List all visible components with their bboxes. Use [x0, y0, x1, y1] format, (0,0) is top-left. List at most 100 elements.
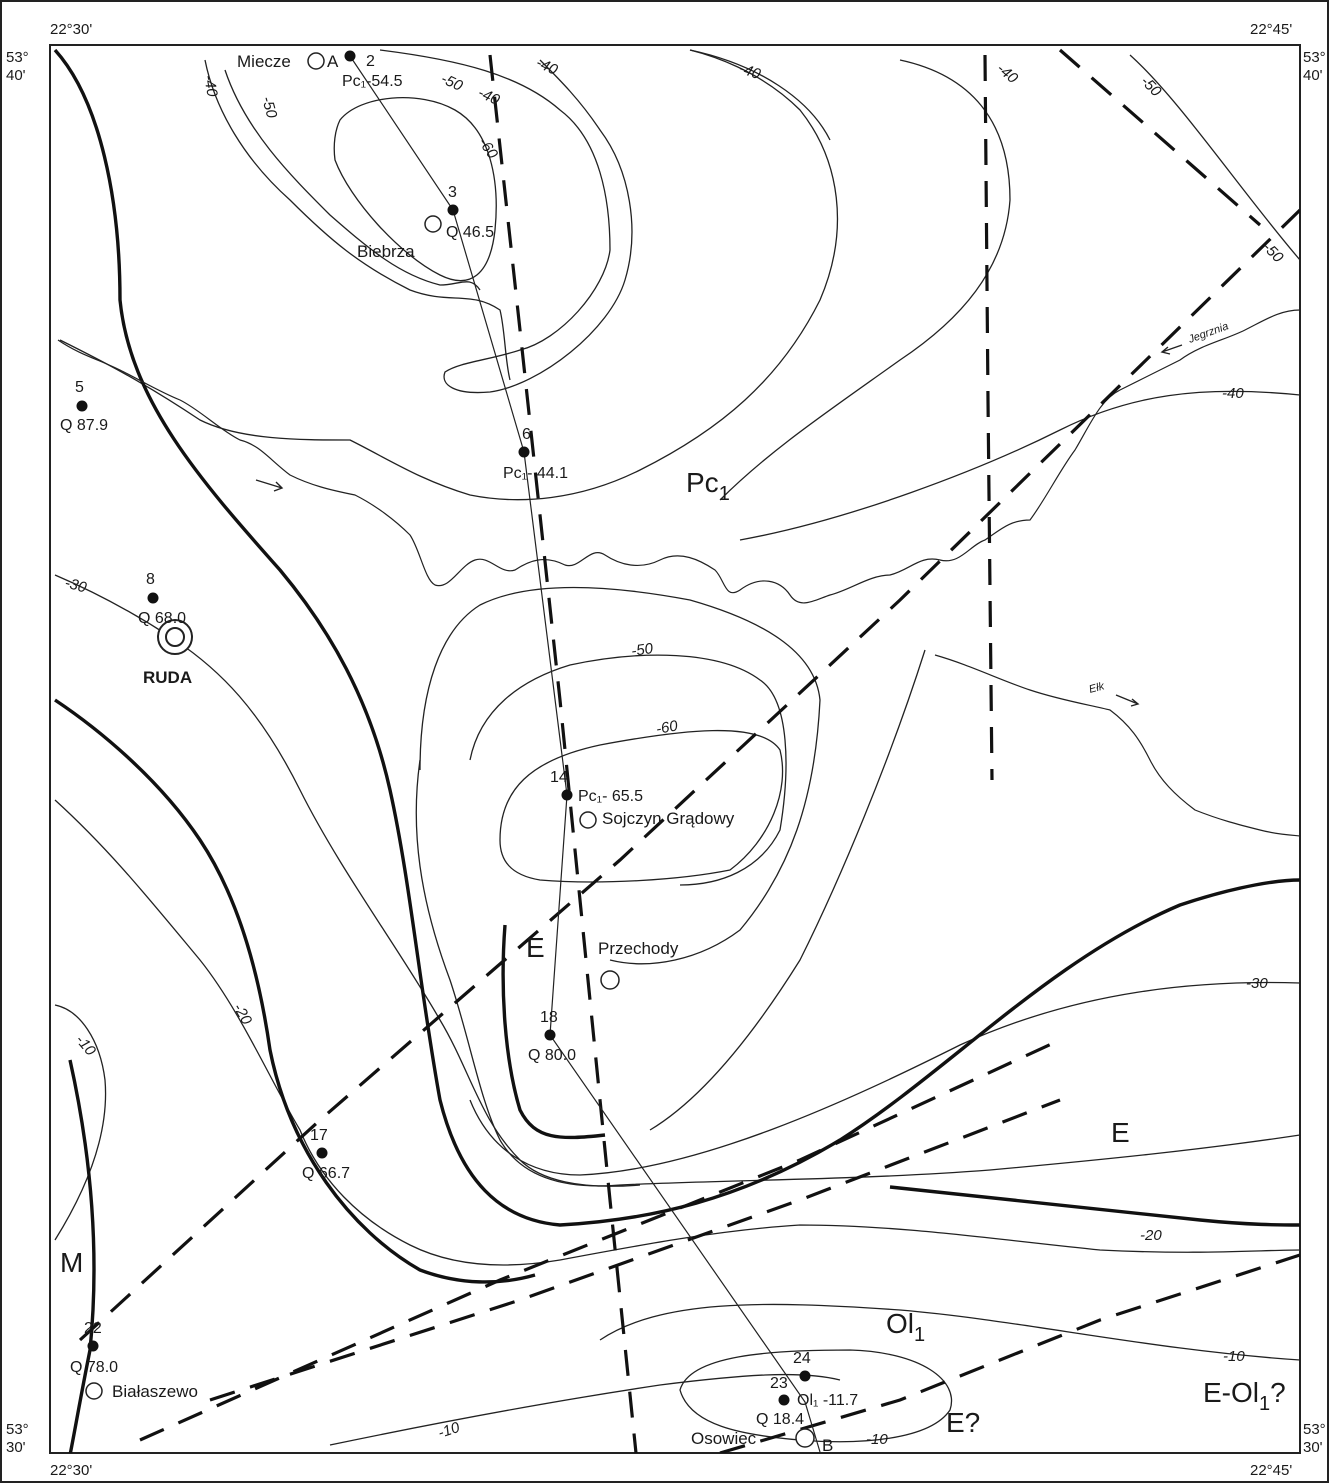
boundary-northwest: [53, 48, 1300, 1227]
unit-label-e-ol1-sub: 1: [1259, 1393, 1270, 1415]
fault-north-south-center: [488, 54, 638, 1453]
unit-label-pc1-sub: 1: [719, 483, 730, 505]
contour-label-20-east: -20: [1140, 1227, 1162, 1244]
borehole-17-number: 17: [310, 1127, 328, 1144]
fault-sw-2: [209, 1098, 1061, 1402]
contour-label-10-east: -10: [1223, 1348, 1245, 1365]
borehole-17-value: Q 66.7: [302, 1165, 350, 1182]
contour-label-50-ne2: -50: [1259, 239, 1287, 267]
thick-boundaries: [53, 48, 1300, 1453]
borehole-8-number: 8: [146, 571, 155, 588]
borehole-3-value: Q 46.5: [446, 224, 494, 241]
lat-label-bottom-right-deg: 53°: [1303, 1421, 1326, 1438]
contour-east-40: [739, 390, 1300, 541]
rivers: [57, 309, 1300, 837]
borehole-8-value: Q 68.0: [138, 610, 186, 627]
borehole-dot-2: [344, 50, 356, 62]
contour-label-30-west: -30: [63, 574, 89, 596]
fault-north-south-east: [983, 54, 994, 781]
contour-north-outer: [379, 49, 633, 394]
contour-north-40b: [689, 49, 831, 141]
contour-40-northwest: [204, 59, 511, 381]
lon-label-top-left: 22°30': [50, 21, 92, 38]
river-arrow-elk: [1115, 694, 1140, 707]
contour-osowiec-loop: [679, 1349, 953, 1443]
borehole-18-number: 18: [540, 1009, 558, 1026]
borehole-2-value: Pc₁-54.5: [342, 73, 403, 90]
place-biebrza: Biebrza: [357, 242, 415, 261]
contour-label-10-s: -10: [866, 1431, 888, 1448]
settlement-miecze-marker: [307, 52, 325, 70]
contour-northeast: [719, 59, 1011, 501]
unit-label-e-mid: E: [526, 932, 545, 963]
place-miecze: Miecze: [237, 52, 291, 71]
lat-label-top-right-min: 40': [1303, 67, 1323, 84]
borehole-5-number: 5: [75, 379, 84, 396]
borehole-dot-5: [76, 400, 88, 412]
borehole-dot-22: [87, 1340, 99, 1352]
contour-label-40-top: -40: [475, 84, 502, 109]
contour-mid-50-outer: [419, 586, 821, 965]
contour-mid-big: [415, 759, 1300, 1187]
river-elk: [934, 654, 1300, 837]
unit-label-e-east: E: [1111, 1117, 1130, 1148]
contour-label-50-top: -50: [438, 70, 465, 95]
borehole-24-value: Ol₁ -11.7: [797, 1392, 858, 1409]
borehole-22-value: Q 78.0: [70, 1359, 118, 1376]
boundary-east-20: [889, 1185, 1300, 1227]
contour-mid-50: [469, 654, 787, 886]
unit-label-e-question: E?: [946, 1407, 980, 1438]
unit-label-ol1: Ol1: [886, 1308, 925, 1346]
contour-label-20-west: -20: [230, 1001, 256, 1029]
town-ruda-marker-inner: [165, 627, 185, 647]
contour-60-loop: [333, 97, 497, 282]
borehole-18-value: Q 80.0: [528, 1047, 576, 1064]
fault-ne-long: [78, 208, 1300, 1342]
contour-label-10-west: -10: [72, 1032, 99, 1060]
contour-label-50-ne1: -50: [1137, 73, 1165, 101]
contour-label-30-east: -30: [1246, 975, 1268, 992]
thin-contours: [54, 49, 1300, 1446]
borehole-dot-23: [778, 1394, 790, 1406]
borehole-6-number: 6: [522, 426, 531, 443]
section-end-b: B: [822, 1436, 833, 1455]
fault-northeast-corner: [1058, 48, 1262, 227]
place-osowiec: Osowiec: [691, 1429, 757, 1448]
unit-label-ol1-main: Ol: [886, 1308, 914, 1339]
unit-label-pc1: Pc1: [686, 467, 730, 505]
borehole-dot-18: [544, 1029, 556, 1041]
place-bialaszewo: Białaszewo: [112, 1382, 198, 1401]
contour-label-40-c: -40: [993, 60, 1021, 87]
unit-label-e-ol1-q: ?: [1270, 1377, 1286, 1408]
unit-label-e-ol1-question: E-Ol1?: [1203, 1377, 1286, 1415]
contour-20-west: [54, 799, 1300, 1266]
borehole-dot-17: [316, 1147, 328, 1159]
contour-label-40-b: -40: [737, 60, 764, 84]
lat-label-top-right-deg: 53°: [1303, 49, 1326, 66]
place-ruda: RUDA: [143, 668, 192, 687]
lat-label-bottom-left-deg: 53°: [6, 1421, 29, 1438]
contour-10-south: [599, 1303, 1300, 1361]
borehole-3-number: 3: [448, 184, 457, 201]
river-arrow-biebrza: [255, 479, 284, 492]
contour-label-40-east: -40: [1222, 385, 1244, 402]
lon-label-bottom-right: 22°45': [1250, 1462, 1292, 1479]
contour-10-sw: [329, 1373, 841, 1446]
section-end-a: A: [327, 52, 339, 71]
borehole-dot-6: [518, 446, 530, 458]
settlement-biebrza-marker: [424, 215, 442, 233]
contour-mid-30-east: [469, 981, 1300, 1176]
borehole-5-value: Q 87.9: [60, 417, 108, 434]
contour-label-40-left: -40: [200, 74, 221, 99]
boundary-southwest: [68, 1059, 96, 1453]
map-inner-border: [49, 44, 1301, 1454]
borehole-dot-24: [799, 1370, 811, 1382]
borehole-14-number: 14: [550, 769, 568, 786]
contour-mid-60: [499, 729, 784, 883]
contour-northeast-50: [1129, 54, 1300, 261]
settlement-osowiec-marker: [795, 1428, 815, 1448]
contour-label-50-left: -50: [258, 95, 280, 121]
unit-label-m: M: [60, 1247, 83, 1278]
